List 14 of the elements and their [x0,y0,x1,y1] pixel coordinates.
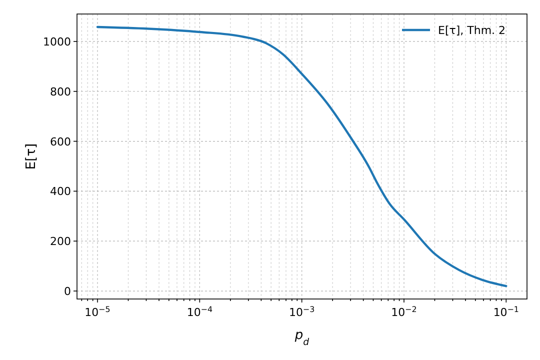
x-tick-label: 10$^{−1}$ [493,304,519,319]
x-tick-label: 10$^{−3}$ [288,304,315,319]
y-tick-label: 400 [50,185,71,198]
y-tick-label: 800 [50,85,71,98]
y-tick-label: 1000 [43,35,71,48]
y-tick-label: 0 [64,285,71,298]
y-axis-title: E[τ] [24,143,39,170]
legend-label: E[τ], Thm. 2 [438,24,506,37]
y-tick-label: 200 [50,235,71,248]
x-axis-title: p$_{d}$ [294,328,310,348]
x-tick-label: 10$^{−4}$ [186,304,212,319]
x-tick-label: 10$^{−5}$ [84,304,110,319]
x-tick-label: 10$^{−2}$ [391,304,417,319]
y-tick-label: 600 [50,135,71,148]
